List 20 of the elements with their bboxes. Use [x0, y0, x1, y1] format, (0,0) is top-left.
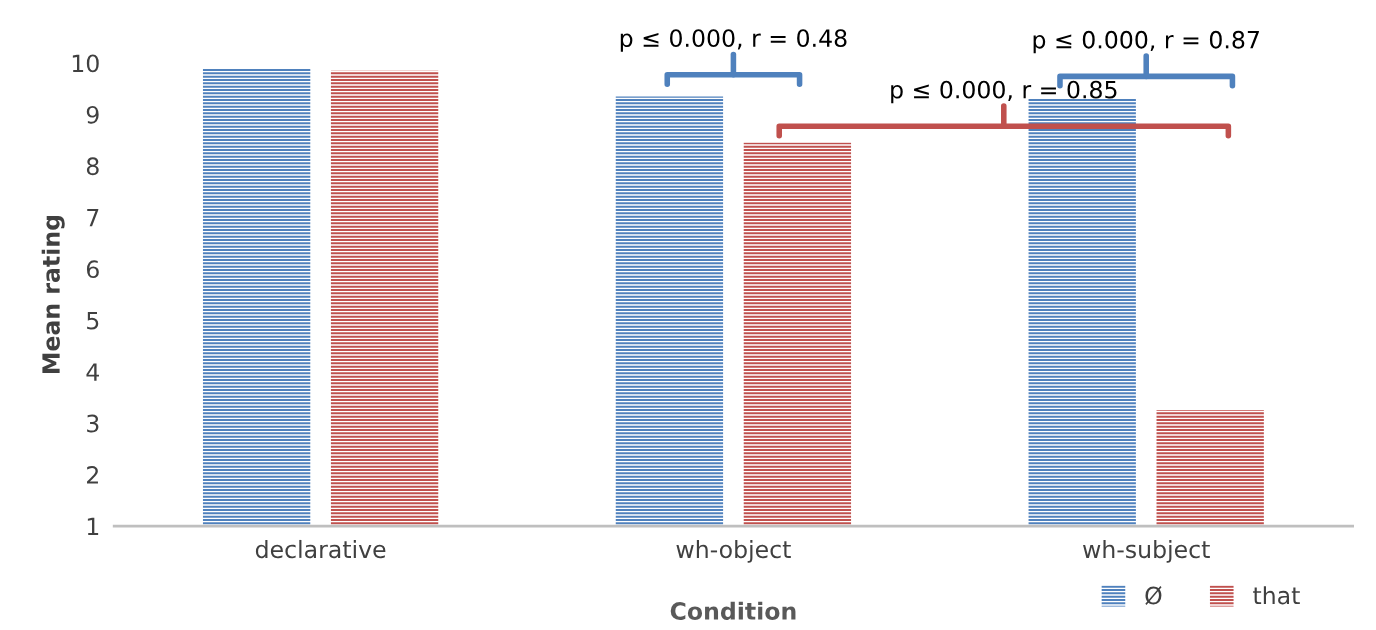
- x-axis-title: Condition: [670, 601, 796, 620]
- legend-label: that: [1253, 586, 1300, 605]
- y-tick-label: 6: [86, 260, 99, 279]
- y-tick-label: 10: [72, 54, 99, 73]
- y-tick-label: 5: [87, 312, 99, 330]
- legend-label: Ø: [1145, 586, 1162, 605]
- text: p ≤ 0.000, r = 0.87: [1033, 30, 1259, 54]
- y-axis-title: Mean rating: [41, 215, 65, 373]
- x-tick-label: declarative: [255, 539, 386, 559]
- y-tick-label: 4: [86, 363, 99, 381]
- y-tick-label: 8: [86, 157, 99, 176]
- y-tick-label: 7: [87, 209, 99, 227]
- y-tick-label: 1: [87, 517, 99, 536]
- x-tick-label: wh-object: [676, 539, 791, 563]
- y-tick-label: 2: [87, 466, 98, 484]
- text: p ≤ 0.000, r = 0.48: [620, 29, 847, 52]
- annotation: p ≤ 0.000, r = 0.85: [891, 80, 1117, 104]
- y-tick-label: 9: [86, 105, 99, 124]
- x-tick-label: wh-subject: [1083, 539, 1210, 563]
- y-tick-label: 3: [87, 414, 99, 433]
